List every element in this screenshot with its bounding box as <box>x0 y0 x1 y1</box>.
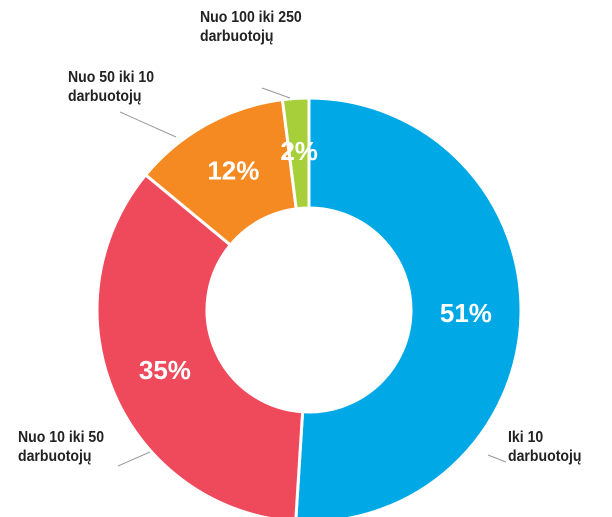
leader-lines <box>117 87 507 467</box>
leader-line <box>119 111 177 138</box>
category-label: Nuo 50 iki 10 darbuotojų <box>68 69 155 105</box>
category-label: Nuo 100 iki 250 darbuotojų <box>200 9 302 45</box>
leader-line <box>117 451 151 467</box>
value-label: 51% <box>440 298 492 328</box>
value-label: 2% <box>280 136 318 166</box>
slice <box>294 96 523 517</box>
leader-line <box>487 454 507 463</box>
slices <box>95 96 523 517</box>
category-label: Iki 10 darbuotojų <box>508 429 582 465</box>
category-label: Nuo 10 iki 50 darbuotojų <box>18 429 105 465</box>
value-label: 35% <box>139 355 191 385</box>
slice <box>95 172 305 517</box>
slice <box>280 96 311 211</box>
value-label: 12% <box>207 155 259 185</box>
leader-line <box>261 87 291 99</box>
